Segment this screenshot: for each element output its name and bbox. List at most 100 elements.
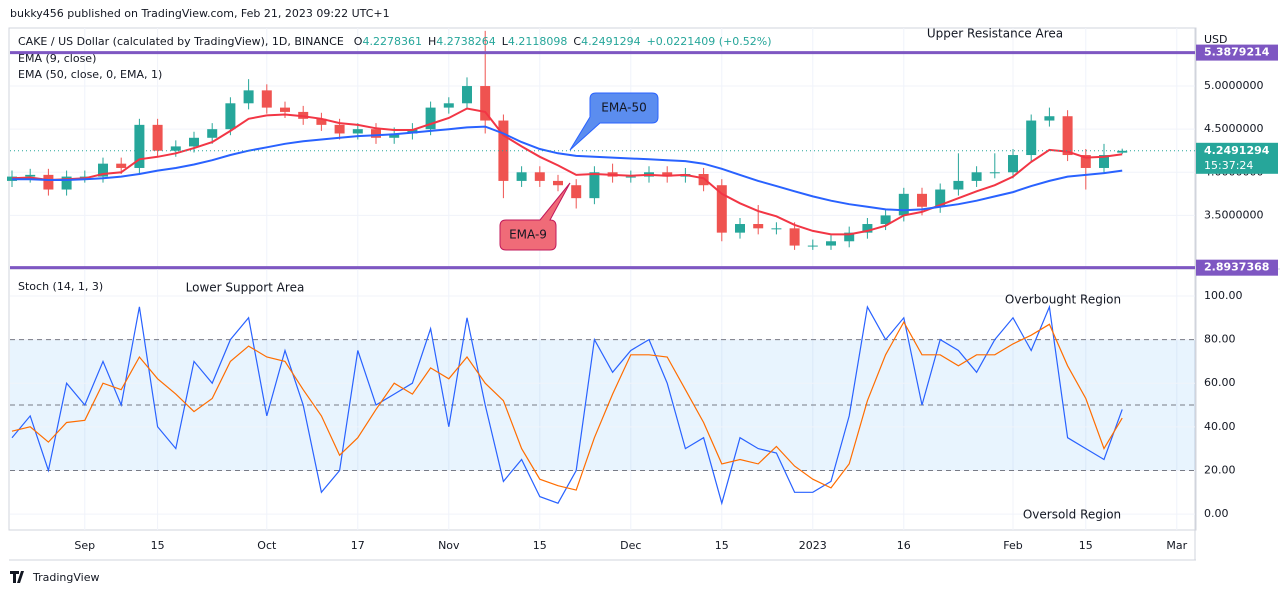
candle-body (352, 129, 363, 134)
x-tick-label: 15 (533, 539, 547, 552)
y-tick-label: 20.00 (1204, 463, 1236, 476)
x-tick-label: 16 (897, 539, 911, 552)
y-tick-label: 80.00 (1204, 333, 1236, 346)
annotation: Lower Support Area (186, 281, 305, 295)
candle-body (61, 176, 72, 190)
candle-body (971, 172, 982, 181)
candle-body (1099, 155, 1109, 168)
last-price-label: 4.2491294 (1204, 144, 1270, 157)
x-tick-label: Dec (620, 539, 641, 552)
x-tick-label: Nov (438, 539, 460, 552)
x-tick-label: Oct (257, 539, 277, 552)
candle-body (25, 174, 36, 177)
legend-part: 4.2278361 (362, 35, 422, 48)
level-label: 5.3879214 (1204, 46, 1270, 59)
logo-mark (10, 571, 24, 583)
legend-part: 4.2118098 (508, 35, 568, 48)
candle-body (862, 224, 873, 233)
candle-body (935, 189, 946, 207)
level-tag (1196, 44, 1278, 61)
annotation: Overbought Region (1005, 293, 1121, 307)
candle-body (1008, 155, 1018, 173)
callout-bubble (499, 182, 571, 251)
annotation: Oversold Region (1023, 508, 1121, 522)
annotation: Upper Resistance Area (927, 27, 1063, 41)
candle-body (116, 163, 127, 168)
callout-bubble (569, 92, 659, 151)
x-tick-label: 15 (715, 539, 729, 552)
legend-part: O (354, 35, 363, 48)
candle-body (1026, 120, 1037, 156)
candle-body (753, 224, 764, 229)
callout-ema50: EMA-50 (569, 92, 659, 151)
candle-body (280, 107, 290, 112)
candle-body (43, 174, 54, 190)
candle-body (98, 163, 108, 177)
x-tick-label: 2023 (799, 539, 827, 552)
candle-body (425, 107, 436, 130)
candle-body (844, 232, 855, 242)
candle-body (625, 176, 636, 178)
candle-body (79, 176, 90, 178)
x-tick-label: Mar (1166, 539, 1187, 552)
legend-part: H (428, 35, 436, 48)
candle-body (189, 137, 199, 147)
legend-entry: EMA (9, close) (18, 52, 96, 65)
stoch-line (11, 304, 1123, 506)
footer-logo: TradingView (10, 571, 99, 584)
candle-body (334, 124, 345, 134)
x-tick-label: 15 (1079, 539, 1093, 552)
callout-ema9: EMA-9 (499, 182, 571, 251)
currency: USD (1204, 33, 1228, 46)
candle-body (152, 124, 163, 151)
candle-body (498, 120, 509, 181)
candle-body (1117, 150, 1128, 153)
y-tick-label: 100.00 (1204, 289, 1243, 302)
legend-part: CAKE / US Dollar (calculated by TradingV… (18, 35, 344, 48)
candle-body (1062, 116, 1073, 156)
y-tick-label: 5.0000000 (1204, 79, 1264, 92)
candle-body (1080, 155, 1091, 168)
candle-body (207, 129, 218, 138)
candle-body (989, 172, 1000, 174)
candle-body (534, 172, 545, 181)
x-tick-label: 17 (351, 539, 365, 552)
candle-body (953, 180, 964, 190)
candle-body (917, 193, 927, 207)
symbol-legend: CAKE / US Dollar (calculated by TradingV… (18, 35, 772, 48)
candle-body (789, 228, 800, 246)
candle-body (407, 129, 418, 134)
plot-frame (8, 27, 1197, 531)
countdown: 15:37:24 (1204, 159, 1253, 172)
candle-body (316, 118, 327, 125)
legend-part: 4.2738264 (436, 35, 496, 48)
stoch-line (11, 320, 1123, 491)
candle-body (771, 228, 782, 230)
legend-part: 4.2491294 (581, 35, 641, 48)
candle-body (735, 224, 745, 233)
y-tick-label: 4.5000000 (1204, 122, 1264, 135)
candle-body (826, 241, 836, 246)
y-tick-label: 3.5000000 (1204, 208, 1264, 221)
x-tick-label: 15 (151, 539, 165, 552)
candle-body (1044, 116, 1055, 121)
candle-body (225, 103, 236, 130)
candle-body (134, 124, 145, 168)
legend-part: C (573, 35, 581, 48)
candle-body (807, 245, 818, 247)
legend-part: +0.0221409 (+0.52%) (647, 35, 772, 48)
candle-body (662, 172, 673, 177)
candle-body (716, 185, 727, 233)
candle-body (462, 86, 472, 104)
band-fill (10, 339, 1195, 471)
callout-label: EMA-9 (509, 228, 547, 242)
y-tick-label: 0.00 (1204, 507, 1229, 520)
candle-body (371, 129, 381, 138)
callout-label: EMA-50 (601, 101, 646, 115)
candle-body (389, 133, 400, 138)
candle-body (243, 90, 254, 104)
indicator-title: Stoch (14, 1, 3) (18, 280, 103, 293)
candle-body (880, 215, 891, 225)
y-tick-label: 40.00 (1204, 420, 1236, 433)
